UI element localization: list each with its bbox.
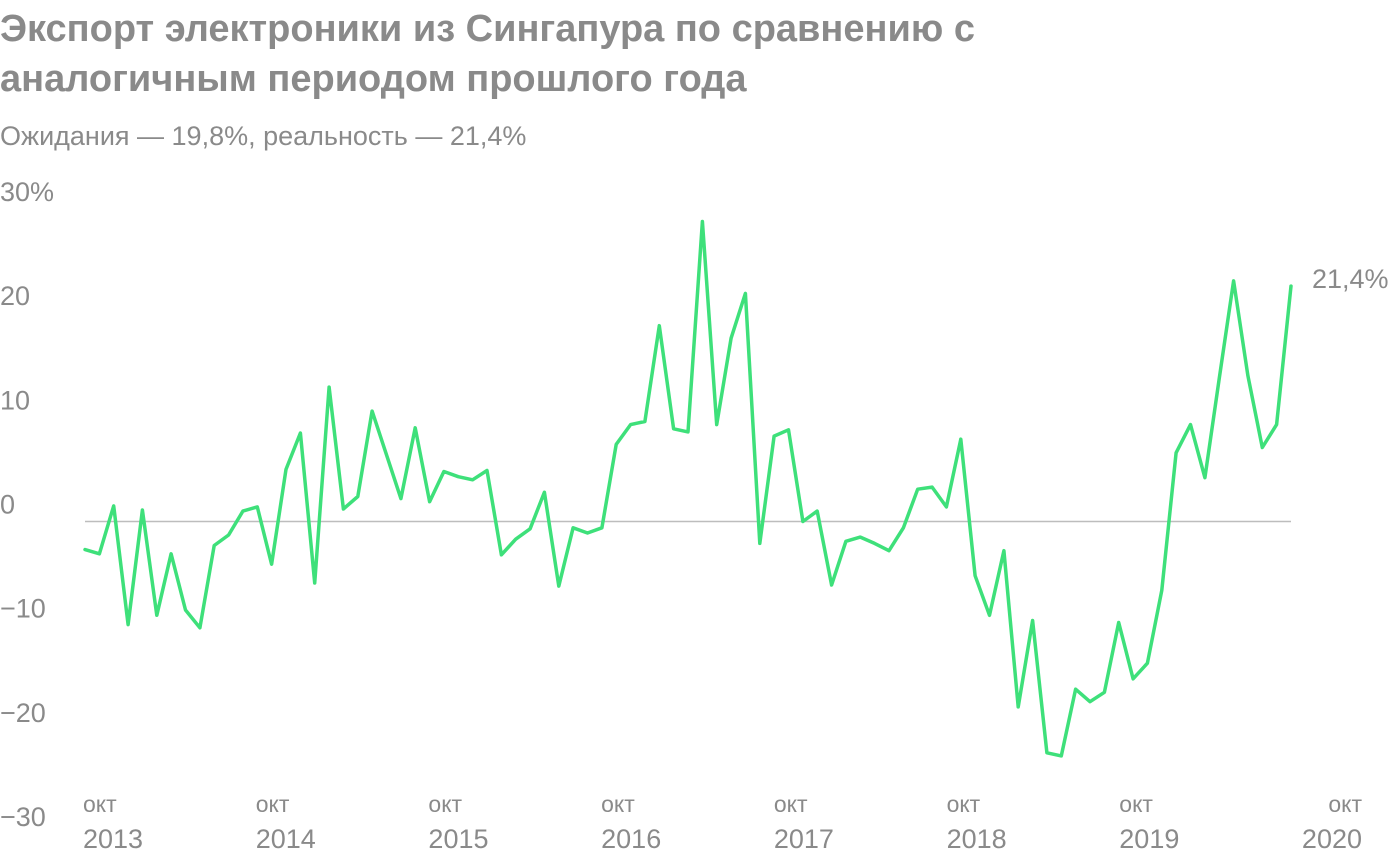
y-tick-label: 10 xyxy=(0,385,30,415)
x-tick-month: окт xyxy=(774,791,808,817)
y-tick-label: −20 xyxy=(0,698,46,728)
x-tick-month: окт xyxy=(428,791,462,817)
end-value-label: 21,4% xyxy=(1312,264,1389,294)
x-tick-year: 2015 xyxy=(428,824,488,854)
x-tick-year: 2020 xyxy=(1302,824,1362,854)
y-tick-label: −10 xyxy=(0,594,46,624)
x-tick-month: окт xyxy=(256,791,290,817)
y-tick-label: −30 xyxy=(0,802,46,832)
x-tick-year: 2016 xyxy=(601,824,661,854)
y-tick-label: 30% xyxy=(0,177,54,207)
x-tick-month: окт xyxy=(1328,791,1362,817)
series-line xyxy=(83,219,1293,758)
x-tick-year: 2014 xyxy=(256,824,316,854)
x-tick-month: окт xyxy=(601,791,635,817)
y-tick-label: 0 xyxy=(0,490,15,520)
x-tick-year: 2018 xyxy=(947,824,1007,854)
x-tick-year: 2013 xyxy=(83,824,143,854)
chart-title: Экспорт электроники из Сингапура по срав… xyxy=(0,8,975,100)
y-tick-label: 20 xyxy=(0,281,30,311)
x-tick-year: 2017 xyxy=(774,824,834,854)
x-tick-month: окт xyxy=(83,791,117,817)
x-tick-month: окт xyxy=(947,791,981,817)
x-tick-month: окт xyxy=(1119,791,1153,817)
chart-subtitle: Ожидания — 19,8%, реальность — 21,4% xyxy=(0,121,527,151)
x-tick-year: 2019 xyxy=(1119,824,1179,854)
